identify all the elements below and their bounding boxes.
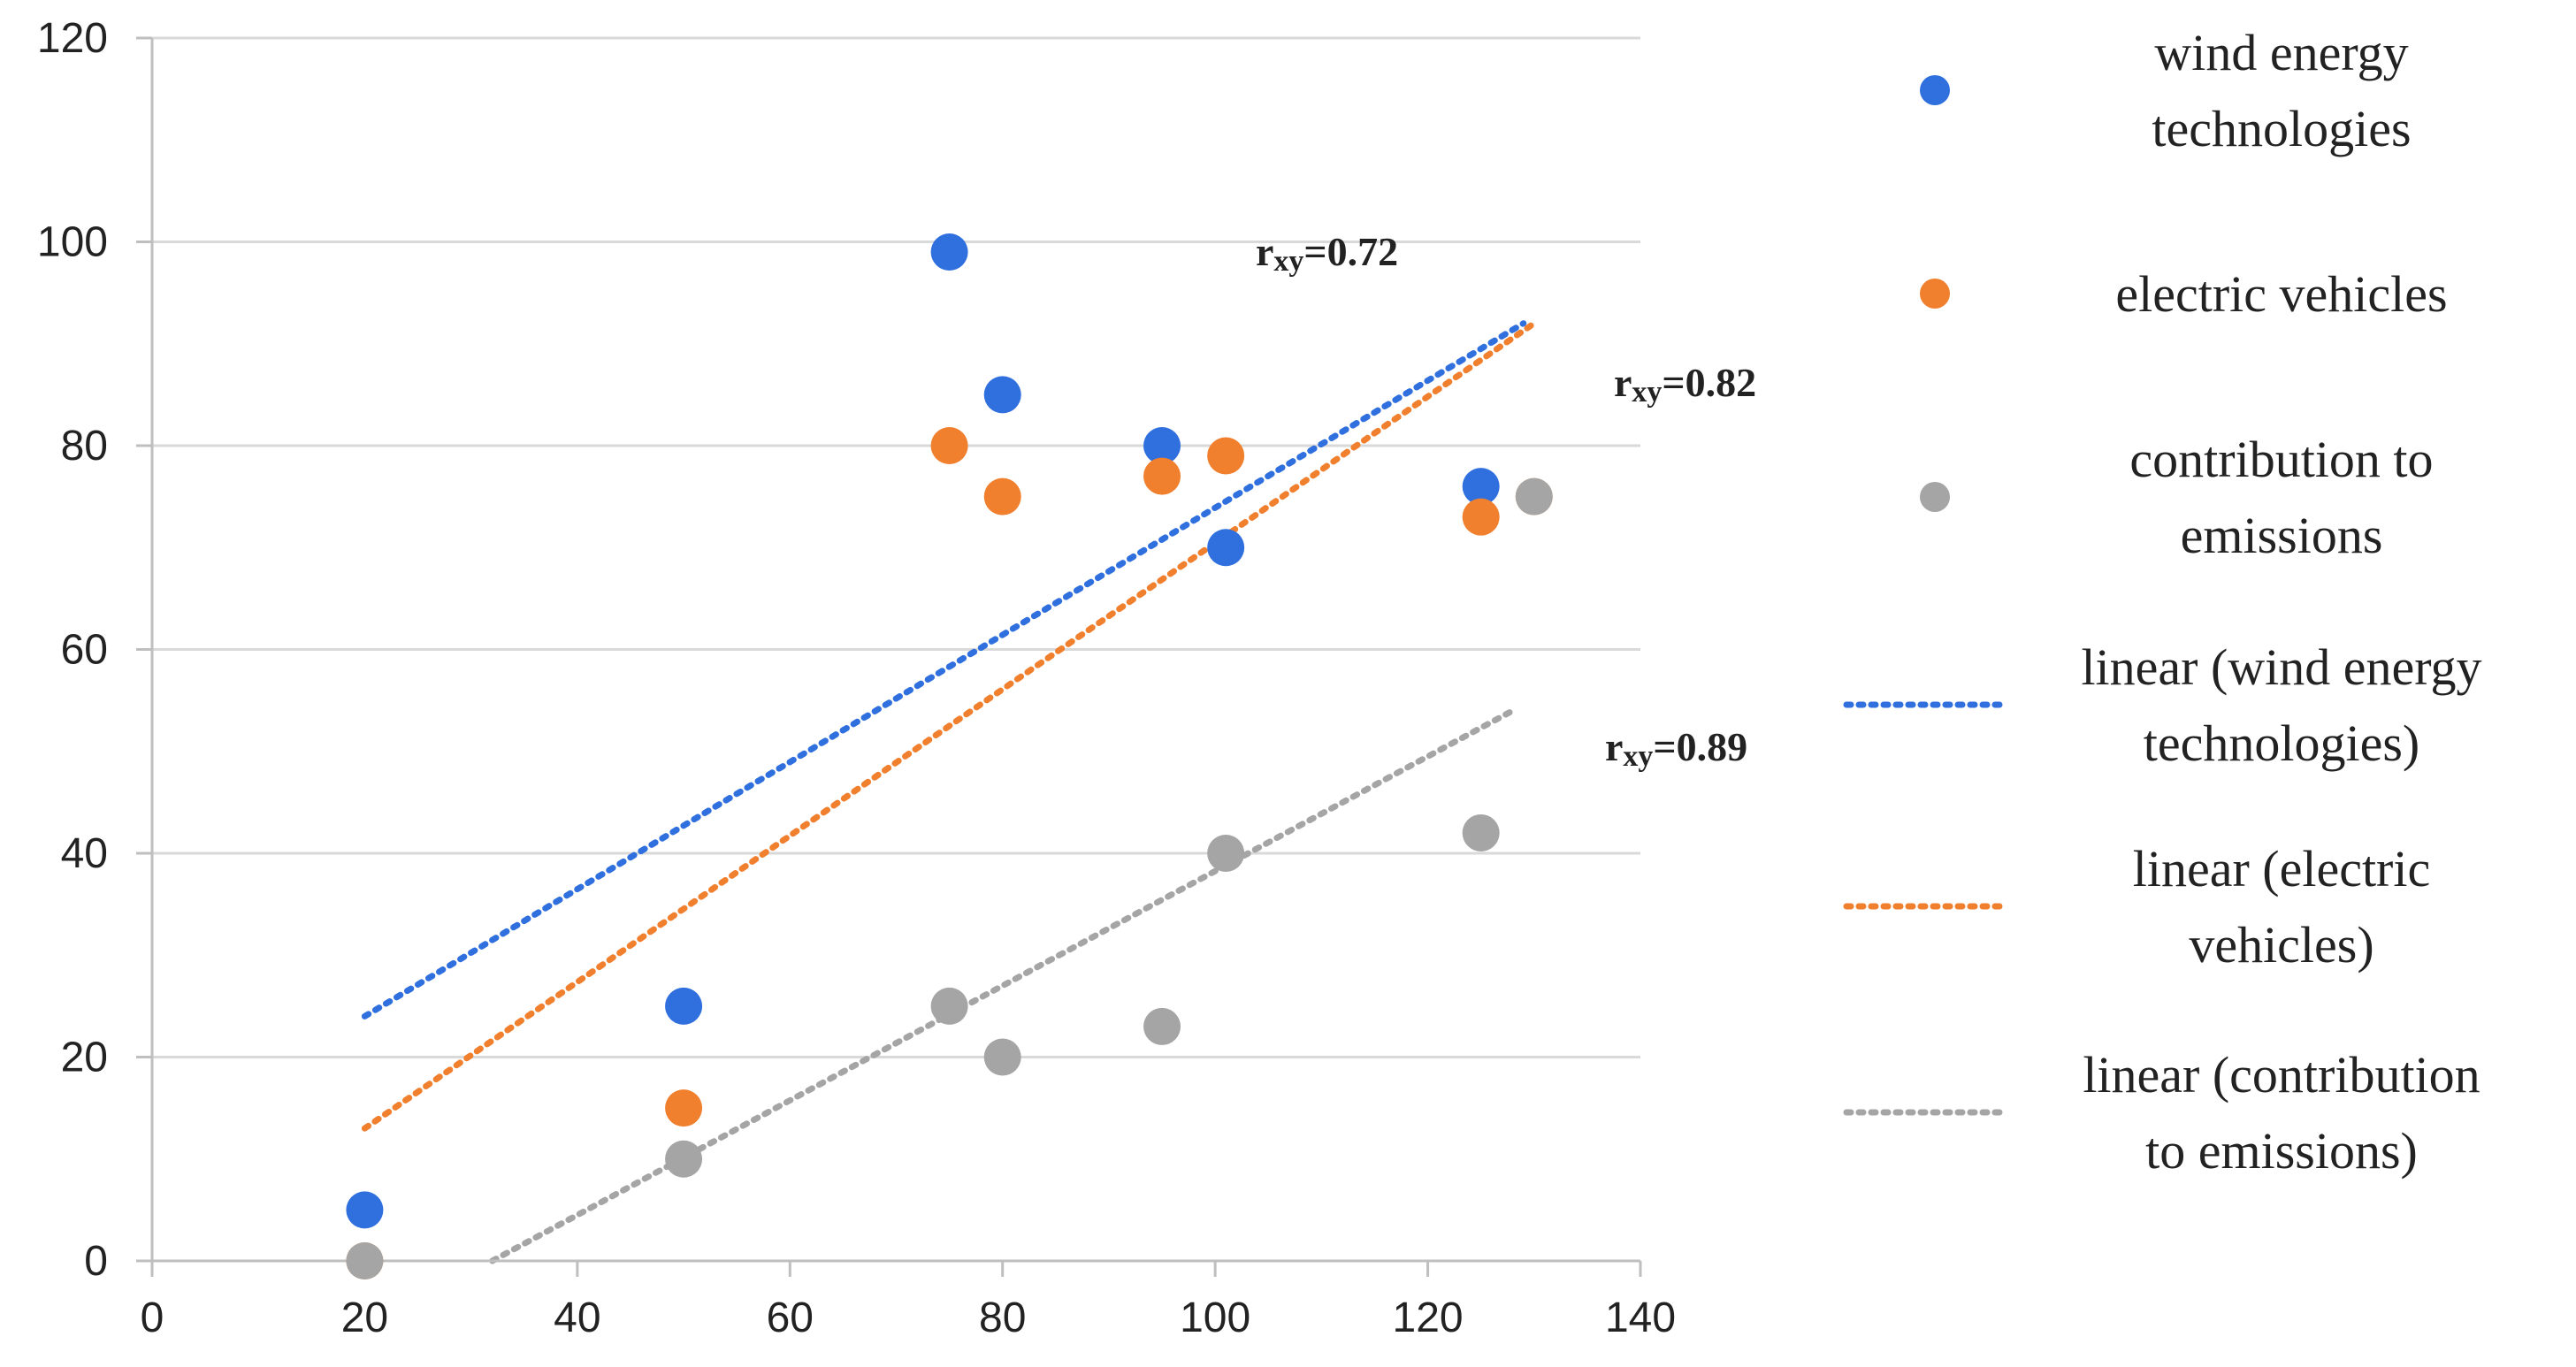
x-tick-label: 120	[1393, 1294, 1464, 1341]
legend: wind energy technologies electric vehicles…	[1843, 24, 2482, 1180]
legend-label: contribution to	[2129, 431, 2433, 488]
point-series-2	[983, 477, 1021, 515]
correlation-label-3: rxy=0.89	[1605, 724, 1747, 773]
point-series-3	[930, 987, 968, 1025]
y-tick-label: 100	[37, 219, 108, 266]
trend-line-2	[361, 320, 1538, 1132]
point-series-2	[1143, 457, 1181, 495]
legend-marker-3	[1920, 482, 1950, 512]
point-series-1	[665, 987, 703, 1025]
point-series-3	[1207, 835, 1245, 872]
x-tick-label: 0	[141, 1294, 164, 1341]
legend-label: emissions	[2181, 507, 2383, 564]
x-tick-label: 20	[341, 1294, 388, 1341]
y-tick-label: 0	[84, 1238, 108, 1285]
data-points	[346, 233, 1553, 1279]
legend-label: to emissions)	[2145, 1122, 2418, 1180]
point-series-3	[1515, 477, 1553, 515]
correlation-labels: rxy=0.72 rxy=0.82 rxy=0.89	[1256, 229, 1756, 773]
point-series-2	[665, 1089, 703, 1127]
legend-label: linear (contribution	[2083, 1046, 2480, 1104]
y-tick-label: 80	[61, 423, 108, 470]
legend-marker-2	[1920, 279, 1950, 309]
point-series-2	[1207, 437, 1245, 475]
axes	[136, 36, 1642, 1277]
legend-marker-1	[1920, 75, 1950, 105]
point-series-2	[1462, 498, 1500, 536]
point-series-3	[1462, 813, 1500, 852]
x-tick-label: 140	[1605, 1294, 1676, 1341]
y-tick-label: 40	[61, 830, 108, 877]
legend-label: linear (wind energy	[2081, 638, 2481, 696]
point-series-3	[346, 1242, 384, 1279]
y-tick-label: 20	[61, 1035, 108, 1081]
point-series-1	[1207, 529, 1245, 567]
point-series-3	[1143, 1007, 1181, 1045]
legend-label: linear (electric	[2133, 840, 2430, 897]
trend-line-3	[489, 707, 1517, 1264]
legend-label: vehicles)	[2189, 916, 2373, 974]
x-tick-label: 80	[979, 1294, 1026, 1341]
x-tick-label: 100	[1180, 1294, 1250, 1341]
grid-lines	[152, 36, 1640, 1058]
point-series-1	[1462, 468, 1500, 506]
point-series-3	[983, 1038, 1021, 1076]
legend-label: technologies	[2152, 100, 2411, 157]
x-tick-label: 60	[767, 1294, 814, 1341]
point-series-1	[346, 1191, 384, 1229]
point-series-1	[983, 376, 1021, 414]
tick-labels: 0 20 40 60 80 100 120 0 20 40 60 80 100 120 140	[37, 15, 1676, 1341]
point-series-1	[1143, 427, 1181, 464]
trend-lines	[361, 320, 1538, 1264]
point-series-3	[665, 1140, 703, 1178]
point-series-1	[930, 233, 968, 271]
trend-line-1	[361, 320, 1527, 1020]
legend-label: electric vehicles	[2115, 265, 2447, 323]
legend-label: wind energy	[2154, 24, 2408, 81]
correlation-label-2: rxy=0.82	[1614, 360, 1756, 409]
correlation-label-1: rxy=0.72	[1256, 229, 1398, 278]
point-series-2	[930, 427, 968, 464]
y-tick-label: 60	[61, 627, 108, 674]
y-tick-label: 120	[37, 15, 108, 62]
legend-label: technologies)	[2144, 714, 2419, 772]
x-tick-label: 40	[554, 1294, 600, 1341]
